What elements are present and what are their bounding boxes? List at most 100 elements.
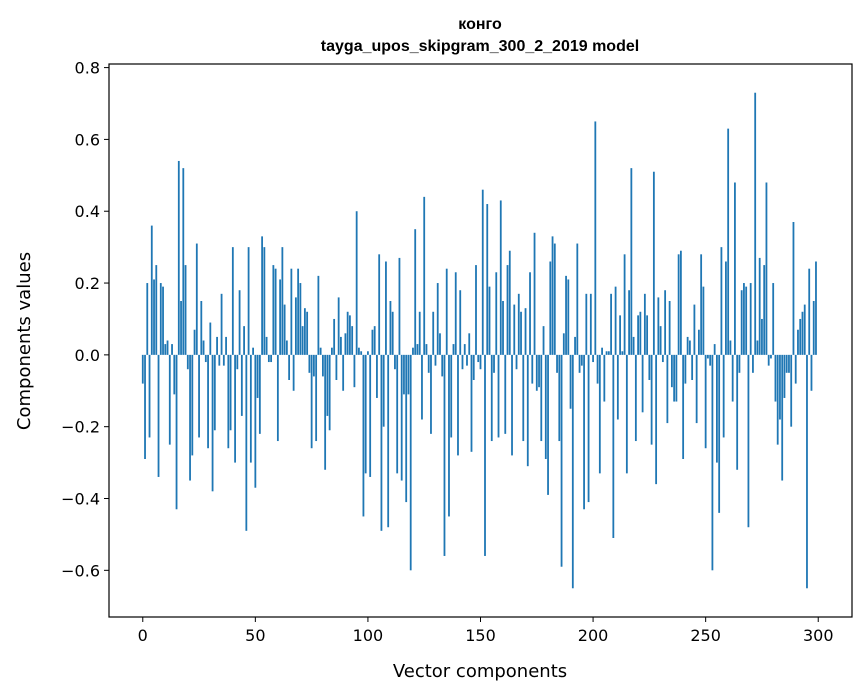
y-tick-label: 0.8: [75, 59, 100, 78]
bar-234: [668, 301, 671, 355]
bar-209: [612, 354, 615, 538]
bar-65: [288, 354, 291, 380]
bar-32: [213, 354, 216, 431]
bar-71: [301, 326, 304, 355]
bar-140: [457, 354, 459, 456]
bar-30: [209, 322, 212, 355]
bar-246: [695, 354, 698, 424]
bar-160: [502, 301, 504, 355]
bar-150: [479, 354, 482, 370]
bar-23: [193, 329, 196, 355]
bar-49: [252, 347, 254, 355]
bar-22: [191, 354, 194, 456]
bar-165: [513, 304, 516, 355]
bar-84: [330, 347, 333, 355]
bar-144: [466, 354, 468, 366]
bar-95: [355, 211, 358, 355]
bar-269: [747, 354, 750, 528]
bar-285: [783, 354, 786, 398]
bar-215: [625, 354, 628, 474]
bar-296: [808, 268, 811, 355]
bar-287: [788, 354, 790, 373]
x-tick-label: 200: [578, 626, 609, 645]
y-axis-label: Components values: [14, 252, 35, 430]
bar-147: [472, 354, 475, 380]
bar-61: [279, 279, 282, 355]
bar-15: [175, 354, 178, 510]
bar-82: [326, 354, 329, 416]
bar-292: [799, 318, 802, 355]
bar-214: [623, 254, 626, 355]
bar-107: [382, 354, 385, 427]
bar-146: [470, 354, 473, 452]
bar-149: [477, 354, 480, 363]
bar-24: [195, 243, 198, 355]
bar-3: [148, 354, 151, 438]
bar-112: [394, 354, 396, 370]
x-tick-label: 300: [803, 626, 834, 645]
bar-182: [551, 236, 554, 355]
bar-254: [713, 344, 716, 355]
bar-14: [173, 354, 176, 395]
bar-262: [731, 354, 734, 402]
bar-98: [362, 354, 365, 517]
bar-247: [697, 329, 700, 355]
bar-276: [763, 265, 766, 355]
bar-17: [180, 301, 182, 355]
bar-282: [776, 354, 779, 445]
bar-115: [400, 354, 403, 481]
bar-85: [333, 318, 336, 355]
bar-100: [367, 351, 369, 355]
bar-27: [202, 340, 205, 355]
bar-118: [407, 354, 410, 395]
bar-148: [475, 265, 477, 355]
bar-50: [254, 354, 257, 488]
chart-title-line1: конго: [458, 16, 502, 33]
bar-238: [677, 254, 680, 355]
bar-18: [182, 168, 185, 355]
bar-117: [405, 354, 408, 503]
bar-253: [711, 354, 714, 571]
bar-299: [815, 261, 817, 355]
bar-216: [628, 290, 631, 355]
bar-273: [756, 340, 759, 355]
bar-97: [360, 351, 363, 355]
bar-136: [448, 354, 450, 517]
bar-134: [443, 354, 446, 556]
bar-267: [743, 283, 745, 355]
bar-104: [376, 354, 378, 398]
bar-263: [734, 182, 736, 355]
bar-8: [159, 283, 162, 355]
bar-217: [630, 168, 633, 355]
bar-75: [310, 354, 313, 449]
bar-245: [693, 304, 696, 355]
bar-108: [385, 261, 387, 355]
bar-53: [261, 236, 264, 355]
bar-9: [162, 286, 164, 355]
bar-79: [319, 347, 322, 355]
bar-87: [337, 297, 340, 355]
bar-114: [398, 257, 401, 355]
bar-64: [285, 340, 288, 355]
bar-201: [594, 121, 597, 355]
bar-241: [684, 354, 687, 384]
bar-29: [207, 354, 209, 449]
bar-281: [774, 354, 777, 402]
bar-188: [565, 275, 567, 355]
bar-265: [738, 354, 741, 373]
bar-237: [675, 354, 678, 402]
bar-37: [225, 336, 227, 355]
plot-frame: [108, 63, 853, 618]
bar-123: [418, 311, 421, 355]
bar-181: [549, 261, 552, 355]
bar-166: [515, 354, 518, 370]
bar-46: [245, 354, 248, 531]
bar-52: [258, 354, 261, 434]
bar-202: [596, 354, 599, 384]
bar-298: [812, 301, 815, 355]
bar-19: [184, 265, 187, 355]
bar-21: [189, 354, 191, 481]
bar-4: [150, 225, 153, 355]
bar-59: [274, 268, 277, 355]
bar-221: [639, 311, 642, 355]
